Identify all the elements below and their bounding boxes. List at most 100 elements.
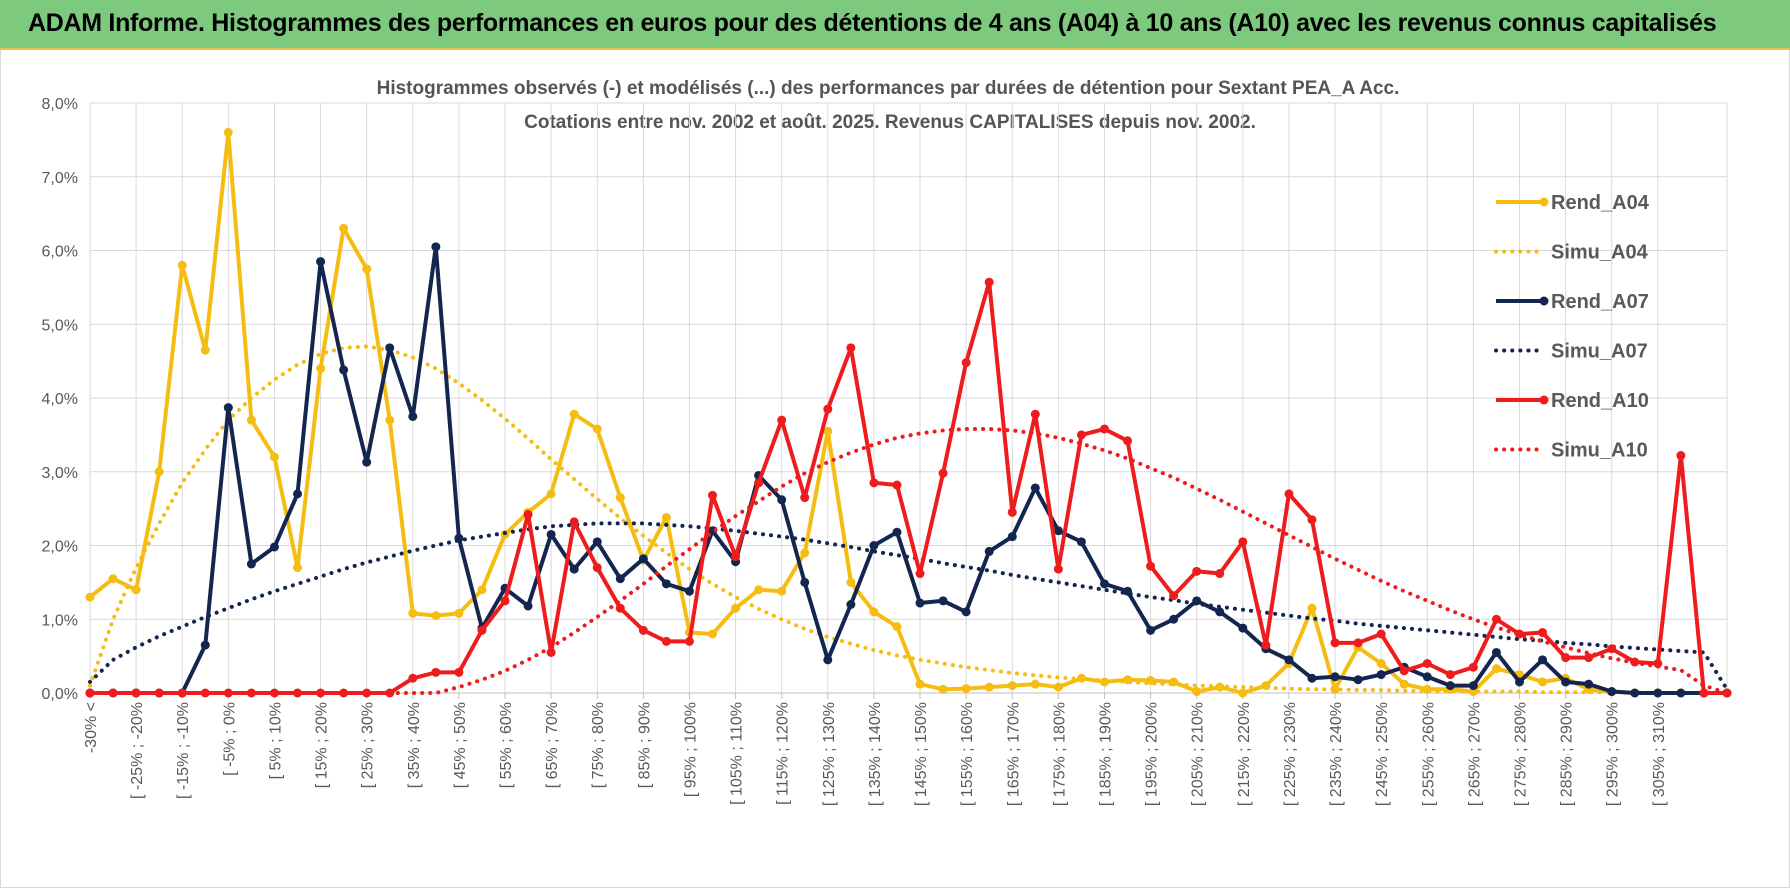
data-point-rend-a04 [362,264,372,274]
y-tick-label: 6,0% [42,244,78,261]
data-point-rend-a10 [408,673,418,683]
data-point-rend-a07 [246,559,256,569]
data-point-rend-a07 [385,343,395,353]
data-point-rend-a10 [569,517,579,527]
data-point-rend-a07 [1561,677,1571,687]
data-point-rend-a10 [1076,430,1086,440]
data-point-rend-a04 [223,128,233,137]
data-point-rend-a10 [846,343,856,353]
series-line-rend-a10 [90,280,1727,695]
x-tick-label: [ 275% ; 280% [1512,702,1529,806]
legend-label-rend-a10: Rend_A10 [1551,390,1649,412]
y-tick-label: 0,0% [42,686,78,703]
data-point-rend-a07 [1630,688,1640,698]
data-point-rend-a10 [1123,436,1133,446]
data-point-rend-a10 [615,603,625,613]
data-point-rend-a07 [846,600,856,609]
chart-subtitle: Cotations entre nov. 2002 et août. 2025.… [524,112,1256,133]
data-point-rend-a07 [1468,681,1478,691]
data-point-rend-a10 [293,688,303,698]
x-tick-label: [ 225% ; 230% [1282,702,1299,806]
data-point-rend-a07 [892,527,902,537]
data-point-rend-a04 [800,548,810,558]
data-point-rend-a10 [1468,662,1478,672]
data-point-rend-a07 [592,537,602,547]
data-point-rend-a07 [1538,655,1548,665]
data-point-rend-a10 [938,468,948,478]
data-point-rend-a10 [177,688,187,698]
data-point-rend-a10 [523,510,533,520]
plot-area [85,128,1732,698]
y-tick-label: 4,0% [42,391,78,408]
legend-marker-rend-a07 [1539,296,1549,306]
x-tick-label: [ 185% ; 190% [1097,702,1114,806]
data-point-rend-a07 [961,607,971,617]
data-point-rend-a04 [1007,681,1017,691]
x-tick-label: [ -25% ; -20% [129,702,146,799]
data-point-rend-a07 [546,529,556,539]
y-tick-label: 1,0% [42,612,78,629]
y-tick-label: 2,0% [42,539,78,556]
data-point-rend-a04 [615,493,625,503]
data-point-rend-a10 [1146,561,1156,571]
data-point-rend-a07 [615,574,625,584]
x-tick-label: [ -5% ; 0% [221,702,238,776]
data-point-rend-a10 [984,277,994,287]
series-line-simu-a10 [88,427,1729,695]
data-point-rend-a10 [131,688,141,698]
data-point-rend-a10 [454,667,464,677]
x-tick-label: [ 155% ; 160% [959,702,976,806]
x-tick-label: [ 295% ; 300% [1605,702,1622,806]
data-point-rend-a07 [823,655,833,665]
data-point-rend-a04 [154,467,164,477]
data-point-rend-a07 [1330,672,1340,682]
data-point-rend-a04 [108,574,118,584]
series-line-simu-a04 [88,344,1729,695]
legend-label-simu-a10: Simu_A10 [1551,440,1648,462]
data-point-rend-a04 [892,622,902,632]
data-point-rend-a10 [1353,638,1363,648]
data-point-rend-a04 [661,512,671,522]
x-tick-label: [ 125% ; 130% [821,702,838,806]
data-point-rend-a04 [1030,679,1040,689]
data-point-rend-a10 [1607,644,1617,654]
data-point-rend-a10 [1699,688,1709,698]
chart-title: Histogrammes observés (-) et modélisés (… [377,78,1400,99]
data-point-rend-a10 [1330,638,1340,648]
data-point-rend-a07 [339,365,349,375]
data-point-rend-a10 [869,478,879,488]
data-point-rend-a07 [1146,625,1156,635]
x-tick-label: [ 25% ; 30% [360,702,377,788]
legend-label-simu-a07: Simu_A07 [1551,341,1648,363]
data-point-rend-a07 [316,257,326,267]
data-point-rend-a04 [592,424,602,434]
x-tick-label: [ 305% ; 310% [1651,702,1668,806]
data-point-rend-a10 [1099,424,1109,434]
data-point-rend-a04 [269,452,279,462]
x-axis: -30% < [ -25% ; -20% [ -15% ; -10% [ -5% ; … [83,693,1668,806]
data-point-rend-a07 [1584,679,1594,689]
x-tick-label: [ 15% ; 20% [314,702,331,788]
data-point-rend-a04 [246,415,256,425]
x-tick-label: [ 85% ; 90% [636,702,653,788]
data-point-rend-a10 [1307,515,1317,525]
x-tick-label: [ 195% ; 200% [1144,702,1161,806]
data-point-rend-a10 [961,358,971,368]
x-tick-label: [ 115% ; 120% [775,702,792,805]
data-point-rend-a10 [1676,451,1686,461]
data-point-rend-a10 [754,478,764,488]
x-tick-label: [ 55% ; 60% [498,702,515,788]
data-point-rend-a04 [823,426,833,436]
data-point-rend-a10 [1007,507,1017,517]
data-point-rend-a07 [1514,677,1524,687]
data-point-rend-a04 [408,608,418,618]
y-tick-label: 7,0% [42,170,78,187]
data-point-rend-a04 [731,603,741,613]
data-point-rend-a07 [408,411,418,421]
data-point-rend-a07 [1353,675,1363,685]
x-tick-label: [ 65% ; 70% [544,702,561,788]
data-point-rend-a10 [154,688,164,698]
data-point-rend-a04 [915,679,925,689]
data-point-rend-a04 [385,415,395,425]
data-point-rend-a04 [846,577,856,587]
